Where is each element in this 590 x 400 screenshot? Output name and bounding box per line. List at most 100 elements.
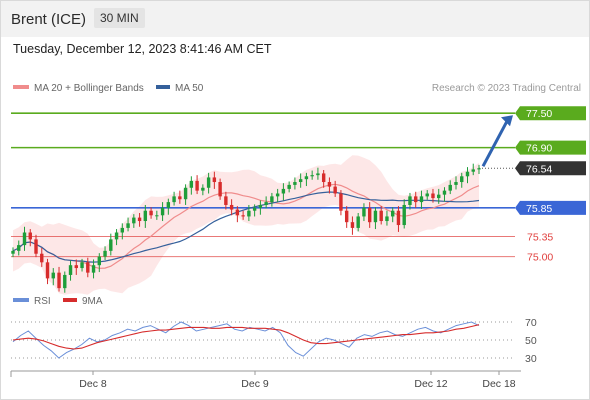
candle-body bbox=[350, 222, 355, 228]
candle-body bbox=[281, 188, 286, 194]
candle-body bbox=[454, 182, 458, 185]
candle-body bbox=[86, 262, 90, 273]
candle-body bbox=[149, 210, 153, 216]
candle-body bbox=[310, 175, 314, 177]
scenario-arrow-shaft bbox=[481, 120, 509, 167]
candle-body bbox=[390, 210, 395, 217]
candle-body bbox=[425, 193, 429, 197]
candle-body bbox=[304, 176, 309, 180]
candle-body bbox=[11, 250, 15, 254]
candle-body bbox=[212, 177, 217, 183]
candle-body bbox=[373, 210, 378, 223]
candle-body bbox=[367, 207, 372, 223]
timeframe-badge[interactable]: 30 MIN bbox=[94, 8, 145, 28]
time-label-Dec-9: Dec 9 bbox=[241, 378, 269, 390]
level-label-75.35: 75.35 bbox=[527, 232, 553, 244]
candle-body bbox=[408, 196, 412, 205]
level-label-75.00: 75.00 bbox=[527, 252, 553, 264]
last-price-label: 76.54 bbox=[526, 163, 552, 175]
candle-body bbox=[22, 232, 27, 246]
candle-body bbox=[460, 176, 464, 183]
candle-body bbox=[103, 250, 107, 257]
candle-body bbox=[252, 207, 257, 211]
candle-body bbox=[17, 245, 21, 251]
candle-body bbox=[132, 217, 136, 224]
candle-body bbox=[160, 207, 165, 216]
candle-body bbox=[224, 196, 228, 205]
candle-body bbox=[293, 182, 297, 185]
candle-body bbox=[74, 265, 78, 269]
ma20-legend-label: MA 20 + Bollinger Bands bbox=[34, 83, 144, 94]
level-label-75.85: 75.85 bbox=[526, 203, 552, 215]
candle-body bbox=[91, 265, 96, 273]
candle-body bbox=[437, 194, 441, 199]
candle-body bbox=[183, 187, 188, 200]
candle-body bbox=[402, 204, 406, 226]
bollinger-band-area bbox=[13, 155, 479, 295]
candle-body bbox=[258, 204, 263, 208]
candle-body bbox=[414, 196, 418, 203]
bollinger-bands bbox=[13, 155, 479, 295]
scenario-arrow-head bbox=[501, 115, 513, 127]
ma20-line bbox=[12, 183, 480, 269]
candle-body bbox=[114, 232, 119, 240]
ma50-legend-label: MA 50 bbox=[175, 83, 204, 94]
candle-body bbox=[235, 209, 240, 216]
candle-body bbox=[344, 210, 349, 223]
rsi-legend-label: RSI bbox=[34, 296, 51, 307]
candle-body bbox=[396, 210, 401, 226]
price-levels bbox=[11, 112, 515, 258]
candlesticks bbox=[11, 163, 481, 293]
moving-averages bbox=[12, 183, 480, 269]
copyright-text: Research © 2023 Trading Central bbox=[432, 83, 581, 94]
candle-body bbox=[229, 204, 234, 210]
candle-body bbox=[137, 217, 142, 222]
rsi-ma-legend-label: 9MA bbox=[82, 296, 103, 307]
candle-body bbox=[419, 196, 424, 203]
candle-body bbox=[172, 196, 176, 203]
level-label-77.50: 77.50 bbox=[526, 108, 552, 120]
candle-body bbox=[471, 169, 475, 172]
candle-body bbox=[275, 193, 280, 197]
candle-body bbox=[206, 177, 211, 188]
candle-body bbox=[218, 182, 222, 197]
rsi-line bbox=[12, 321, 480, 359]
candle-body bbox=[339, 193, 343, 211]
level-tag-76.90 bbox=[515, 140, 586, 155]
candle-body bbox=[189, 180, 194, 188]
scenario-arrow bbox=[481, 115, 513, 167]
candle-body bbox=[327, 182, 332, 187]
candle-body bbox=[120, 227, 125, 233]
level-tag-75.85 bbox=[515, 200, 586, 215]
candle-body bbox=[431, 193, 435, 199]
candle-body bbox=[40, 253, 44, 263]
candle-body bbox=[195, 180, 199, 191]
candle-body bbox=[178, 196, 182, 200]
candle-body bbox=[68, 265, 73, 275]
candle-body bbox=[201, 187, 205, 191]
candle-body bbox=[356, 216, 360, 228]
candle-body bbox=[51, 272, 55, 279]
candle-body bbox=[241, 215, 245, 217]
candle-body bbox=[166, 202, 171, 208]
last-price-tag bbox=[515, 161, 586, 176]
candle-body bbox=[28, 232, 32, 240]
candle-body bbox=[477, 168, 481, 170]
chart-header: Brent (ICE) 30 MIN bbox=[1, 1, 589, 37]
candle-body bbox=[97, 256, 102, 266]
candle-body bbox=[298, 179, 303, 183]
rsi-tick-30: 30 bbox=[525, 353, 537, 365]
candle-body bbox=[45, 262, 50, 279]
candle-body bbox=[63, 274, 67, 289]
candle-body bbox=[155, 215, 159, 217]
candle-body bbox=[270, 196, 274, 203]
instrument-title: Brent (ICE) bbox=[11, 11, 87, 28]
rsi-tick-50: 50 bbox=[525, 335, 537, 347]
level-label-76.90: 76.90 bbox=[526, 143, 552, 155]
rsi-tick-70: 70 bbox=[525, 317, 537, 329]
chart-datetime: Tuesday, December 12, 2023 8:41:46 AM CE… bbox=[13, 42, 272, 56]
candle-body bbox=[465, 171, 470, 177]
candle-body bbox=[143, 210, 148, 222]
